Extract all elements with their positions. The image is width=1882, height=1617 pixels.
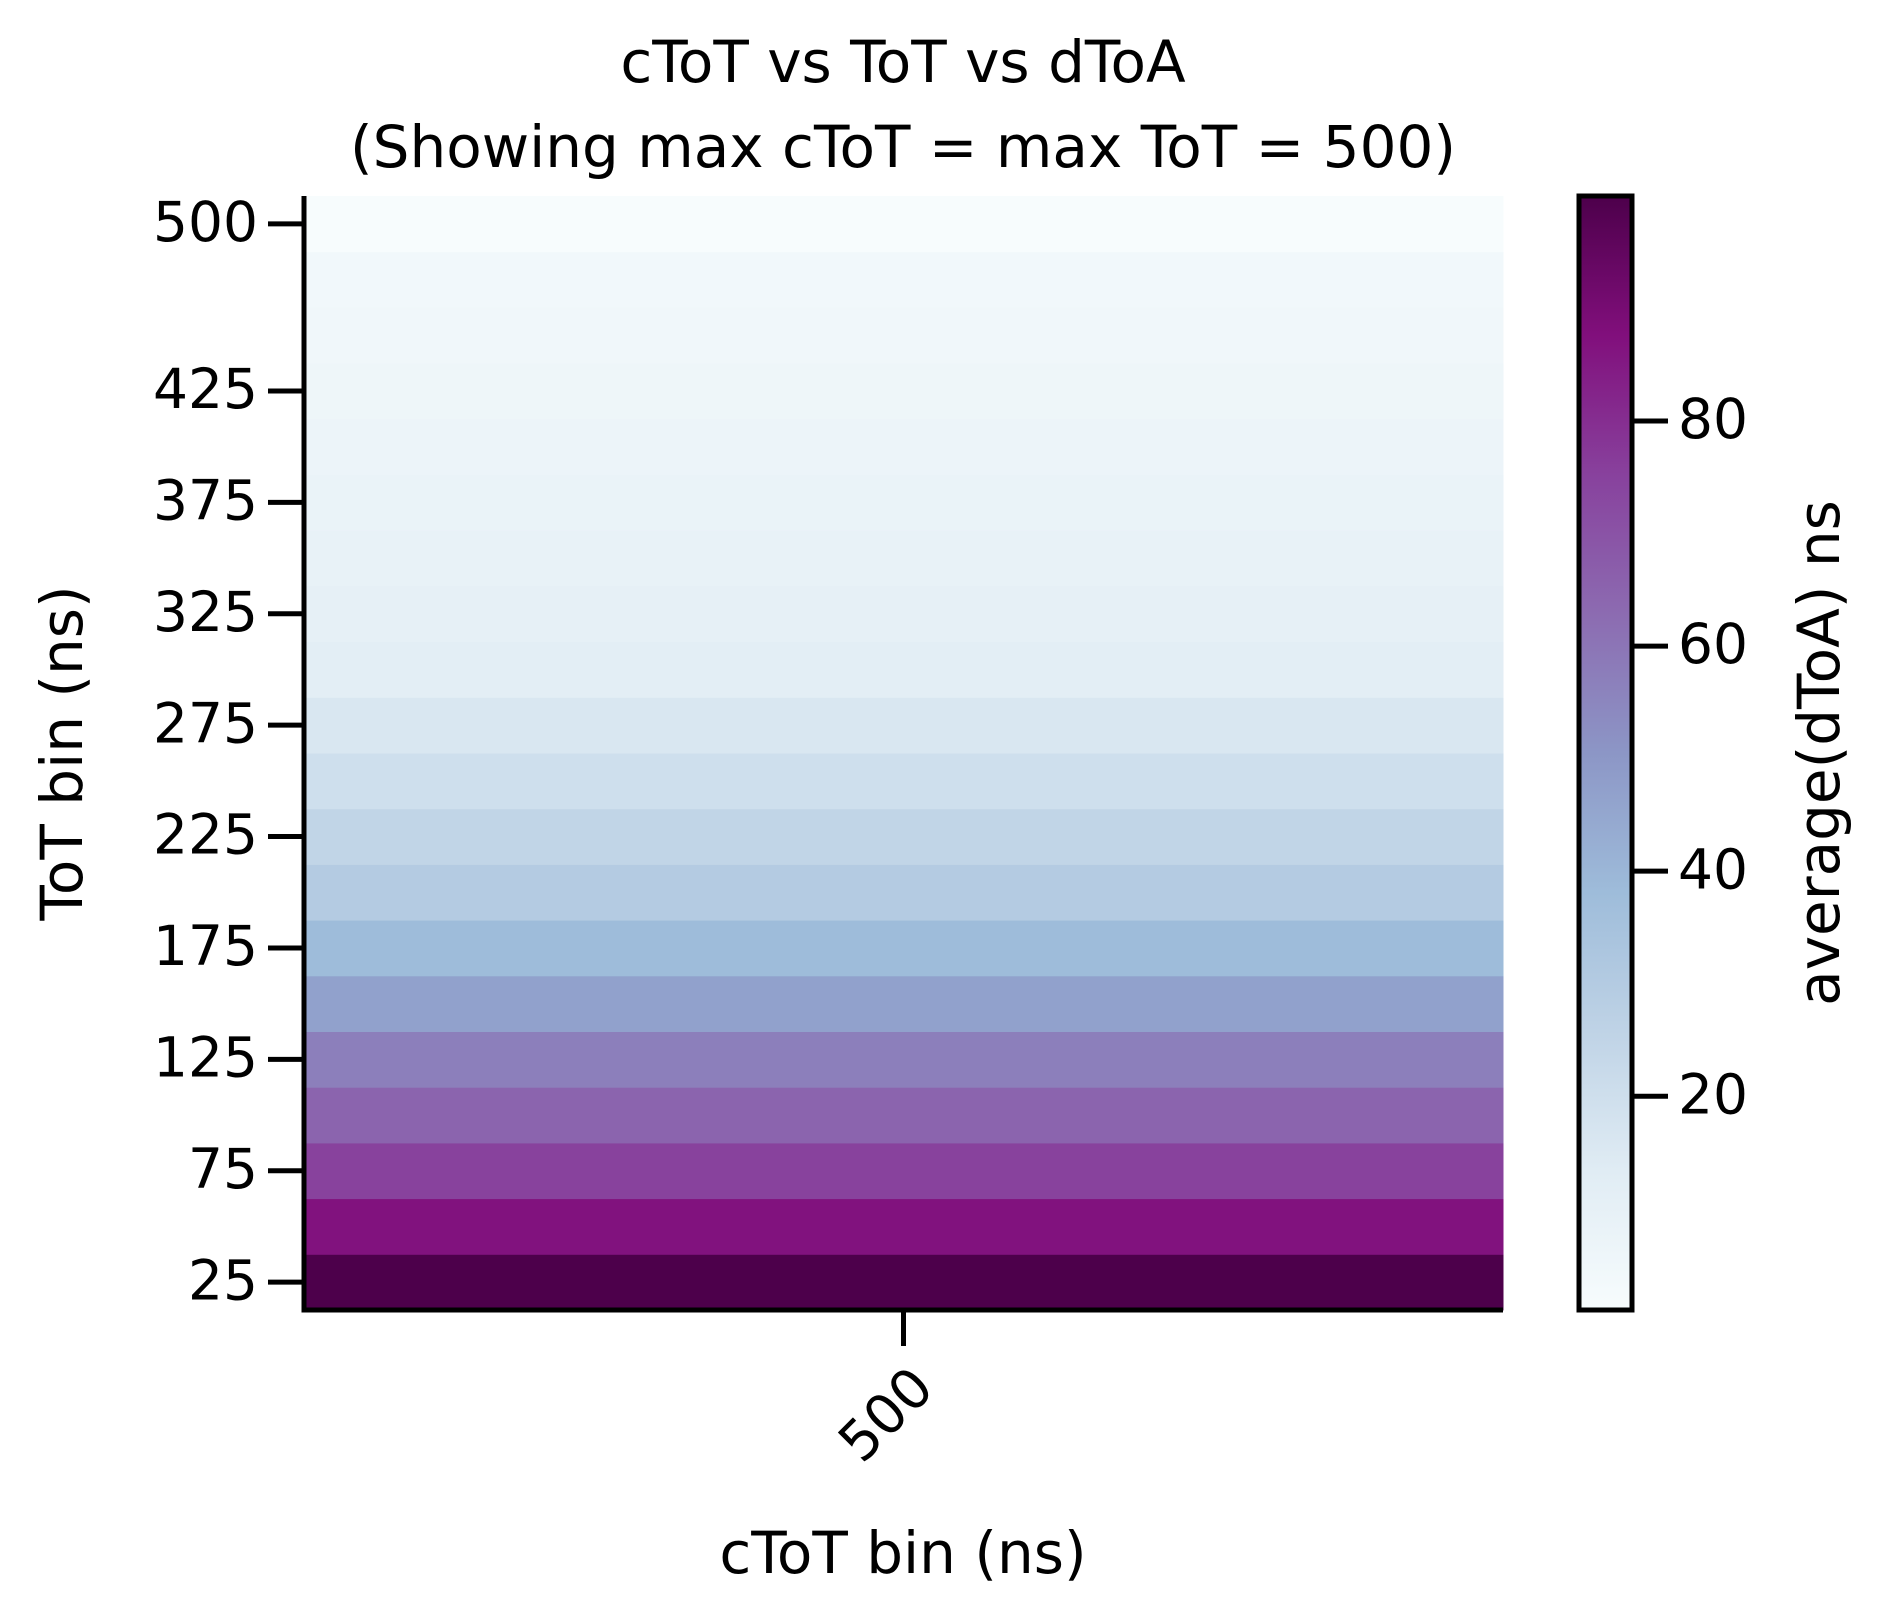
x-axis-label: cToT bin (ns) <box>719 1519 1086 1587</box>
colorbar <box>1576 193 1635 1313</box>
heatmap-cell <box>304 363 1504 420</box>
y-tick-label: 375 <box>153 468 258 532</box>
heatmap-cell <box>304 808 1504 865</box>
colorbar-tick-label: 80 <box>1678 387 1748 451</box>
heatmap-cell <box>304 585 1504 643</box>
y-tick-label: 500 <box>153 190 258 254</box>
heatmap-cell <box>304 1254 1504 1311</box>
heatmap-cell <box>304 1087 1504 1144</box>
heatmap-cell <box>304 307 1504 364</box>
heatmap-cell <box>304 1198 1504 1255</box>
heatmap-cell <box>304 920 1504 977</box>
y-tick-label: 175 <box>153 914 258 978</box>
heatmap-cell <box>304 753 1504 810</box>
colorbar-label: average(dToA) ns <box>1785 500 1853 1006</box>
colorbar-tick-label: 20 <box>1678 1062 1748 1126</box>
heatmap-cell <box>304 641 1504 698</box>
heatmap-cell <box>304 1031 1504 1088</box>
chart-subtitle: (Showing max cToT = max ToT = 500) <box>350 113 1456 181</box>
colorbar-tick-label: 60 <box>1678 612 1748 676</box>
heatmap-cell <box>304 864 1504 921</box>
heatmap-cell <box>304 1142 1504 1200</box>
heatmap-cell <box>304 975 1504 1032</box>
y-tick-label: 325 <box>153 580 258 644</box>
y-tick-label: 25 <box>188 1248 258 1312</box>
x-tick-label: 500 <box>826 1355 945 1474</box>
heatmap-cell <box>304 530 1504 587</box>
heatmap-cell <box>304 474 1504 531</box>
heatmap-cell <box>304 251 1504 308</box>
y-tick-label: 275 <box>153 691 258 755</box>
heatmap-cell <box>304 697 1504 754</box>
y-tick-label: 225 <box>153 803 258 867</box>
y-axis-label: ToT bin (ns) <box>28 585 96 921</box>
heatmap-cell <box>304 418 1504 475</box>
y-tick-label: 75 <box>188 1137 258 1201</box>
y-tick-label: 425 <box>153 357 258 421</box>
colorbar-tick-label: 40 <box>1678 837 1748 901</box>
y-tick-label: 125 <box>153 1025 258 1089</box>
heatmap-cell <box>304 196 1504 253</box>
chart-title: cToT vs ToT vs dToA <box>620 28 1186 96</box>
